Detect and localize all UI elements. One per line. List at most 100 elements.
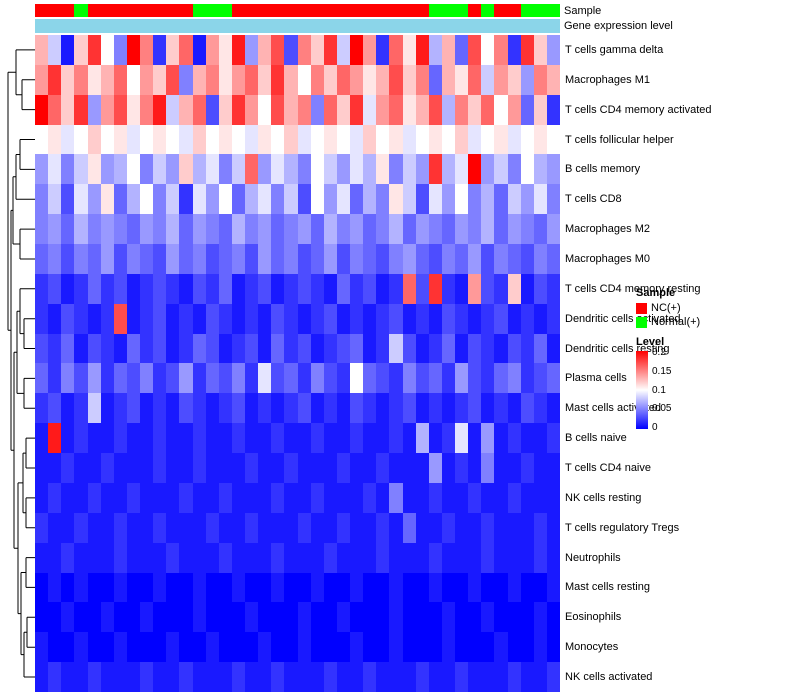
heatmap-cell xyxy=(245,572,259,603)
heatmap-cell xyxy=(166,632,180,663)
heatmap-cell xyxy=(87,423,101,454)
heatmap-cell xyxy=(481,393,495,424)
heatmap-cell xyxy=(455,94,469,125)
heatmap-cell xyxy=(441,423,455,454)
heatmap-cell xyxy=(415,602,429,633)
heatmap-cell xyxy=(87,632,101,663)
heatmap-cell xyxy=(546,244,560,274)
heatmap-cell xyxy=(323,482,337,513)
heatmap-cell xyxy=(61,214,75,245)
heatmap-cell xyxy=(166,453,180,483)
heatmap-cell xyxy=(336,273,350,304)
heatmap-cell xyxy=(389,482,403,513)
heatmap-cell xyxy=(258,244,272,274)
heatmap-cell xyxy=(166,154,180,185)
heatmap-cell xyxy=(231,482,245,513)
heatmap-cell xyxy=(441,572,455,603)
heatmap-cell xyxy=(140,423,154,454)
legend-sample-item: Normal(+) xyxy=(636,316,700,328)
heatmap-cell xyxy=(258,602,272,633)
heatmap-cell xyxy=(441,542,455,573)
heatmap-cell xyxy=(441,124,455,155)
heatmap-cell xyxy=(520,662,534,692)
heatmap-cell xyxy=(415,303,429,334)
heatmap-cell xyxy=(74,393,88,424)
sample-annotation-cell xyxy=(533,4,547,17)
heatmap-cell xyxy=(100,64,114,95)
heatmap-cell xyxy=(363,333,377,364)
row-label: Macrophages M1 xyxy=(565,73,650,86)
heatmap-cell xyxy=(402,35,416,65)
heatmap-cell xyxy=(258,423,272,454)
heatmap-cell xyxy=(245,184,259,215)
sample-annotation-cell xyxy=(336,4,350,17)
heatmap-cell xyxy=(48,64,62,95)
heatmap-cell xyxy=(126,662,140,692)
heatmap-cell xyxy=(231,602,245,633)
heatmap-cell xyxy=(166,35,180,65)
heatmap-cell xyxy=(520,154,534,185)
heatmap-cell xyxy=(35,64,49,95)
heatmap-cell xyxy=(140,154,154,185)
heatmap-cell xyxy=(192,512,206,543)
heatmap-cell xyxy=(350,64,364,95)
heatmap-cell xyxy=(310,35,324,65)
heatmap-cell xyxy=(126,64,140,95)
heatmap-cell xyxy=(100,602,114,633)
heatmap-cell xyxy=(468,64,482,95)
heatmap-cell xyxy=(441,94,455,125)
heatmap-cell xyxy=(140,542,154,573)
heatmap-cell xyxy=(179,184,193,215)
heatmap-cell xyxy=(166,423,180,454)
row-label: B cells memory xyxy=(565,163,641,176)
heatmap-cell xyxy=(258,64,272,95)
heatmap-cell xyxy=(350,154,364,185)
heatmap-cell xyxy=(218,363,232,394)
heatmap-cell xyxy=(389,214,403,245)
heatmap-cell xyxy=(520,94,534,125)
heatmap-cell xyxy=(166,64,180,95)
heatmap-cell xyxy=(205,542,219,573)
heatmap-cell xyxy=(113,393,127,424)
heatmap-cell xyxy=(507,184,521,215)
sample-annotation-cell xyxy=(258,4,272,17)
heatmap-cell xyxy=(245,602,259,633)
heatmap-cell xyxy=(153,662,167,692)
sample-annotation-cell xyxy=(140,4,154,17)
heatmap-cell xyxy=(415,662,429,692)
heatmap-cell xyxy=(205,453,219,483)
heatmap-cell xyxy=(61,244,75,274)
legend-sample-item: NC(+) xyxy=(636,302,700,314)
heatmap-cell xyxy=(363,214,377,245)
heatmap-cell xyxy=(376,124,390,155)
heatmap-cell xyxy=(376,482,390,513)
heatmap-cell xyxy=(428,482,442,513)
heatmap-cell xyxy=(218,35,232,65)
sample-annotation-cell xyxy=(205,4,219,17)
heatmap-cell xyxy=(389,602,403,633)
sample-annotation-cell xyxy=(245,4,259,17)
heatmap-cell xyxy=(284,393,298,424)
heatmap-cell xyxy=(218,572,232,603)
heatmap-cell xyxy=(271,453,285,483)
heatmap-cell xyxy=(61,184,75,215)
heatmap-cell xyxy=(35,154,49,185)
row-label: Monocytes xyxy=(565,641,619,654)
heatmap-cell xyxy=(323,64,337,95)
heatmap-cell xyxy=(494,363,508,394)
heatmap-cell xyxy=(61,602,75,633)
heatmap-cell xyxy=(126,632,140,663)
heatmap-cell xyxy=(297,482,311,513)
heatmap-cell xyxy=(546,423,560,454)
heatmap-cell xyxy=(376,214,390,245)
heatmap-cell xyxy=(415,64,429,95)
heatmap-cell xyxy=(126,512,140,543)
heatmap-cell xyxy=(376,512,390,543)
heatmap-cell xyxy=(455,64,469,95)
heatmap-cell xyxy=(100,572,114,603)
heatmap-cell xyxy=(336,602,350,633)
heatmap-cell xyxy=(113,35,127,65)
heatmap-cell xyxy=(297,273,311,304)
heatmap-cell xyxy=(140,393,154,424)
heatmap-cell xyxy=(415,572,429,603)
